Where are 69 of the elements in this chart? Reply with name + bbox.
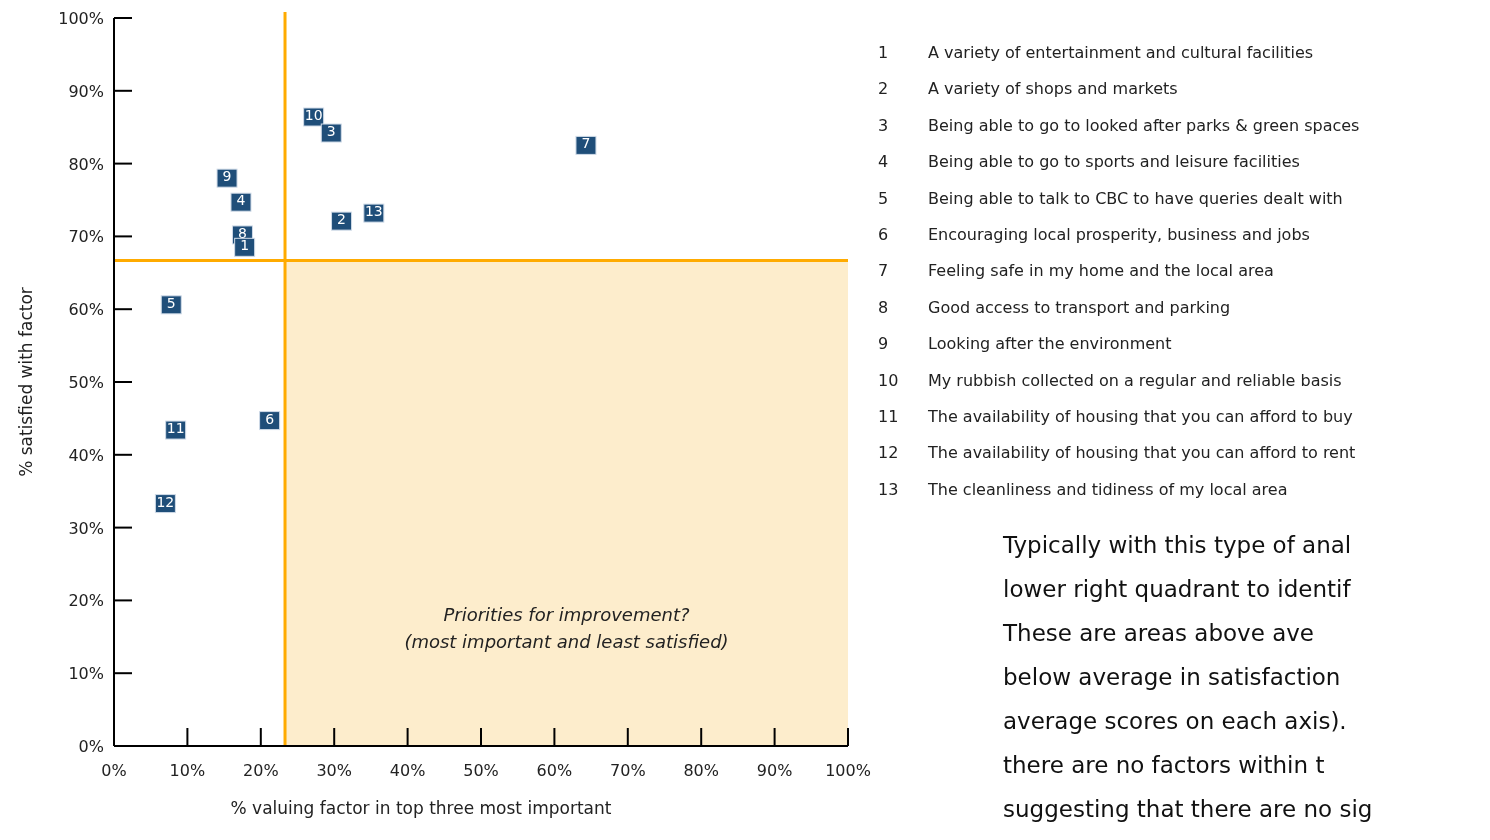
text: 10 [878,370,899,390]
text: average scores on each axis). [1003,708,1347,734]
x-tick-label: 80% [683,761,719,780]
series-label: 9 [222,168,232,185]
y-tick-label: 40% [68,445,104,465]
series-label: 3 [326,123,336,140]
text: The cleanliness and tidiness of my local area [927,479,1288,499]
text: 11 [878,407,899,426]
series-label: 6 [265,410,275,427]
text: Looking after the environment [928,334,1172,354]
x-tick-label: 60% [536,761,573,780]
text: there are no factors within t [1003,752,1325,778]
text: 13 [878,479,899,499]
y-tick-label: 20% [68,591,104,611]
y-tick-label: 100% [58,9,104,28]
text: 2 [878,79,889,99]
y-tick-label: 0% [78,737,104,756]
x-tick-label: 100% [825,761,871,780]
y-tick-label: 10% [68,664,104,684]
series-label: 11 [166,420,185,437]
x-tick-label: 40% [389,761,426,780]
text: The availability of housing that you can afford to buy [927,407,1353,426]
band-label: Priorities for improvement? (most important and least satisfied) [404,604,729,652]
series-label: 2 [337,211,346,228]
x-tick-label: 10% [169,761,206,780]
text: Encouraging local prosperity, business and jobs [928,225,1310,244]
x-axis-title: % valuing factor in top three most important [230,798,612,818]
y-tick-label: 70% [68,227,104,247]
text: 1 [878,43,889,62]
series-label: 13 [364,203,383,220]
text: 7 [878,261,889,281]
series-label: 10 [304,107,323,124]
text: 12 [878,443,899,463]
text: A variety of entertainment and cultural facilities [928,43,1314,62]
text: The availability of housing that you can afford to rent [927,443,1356,463]
text: Good access to transport and parking [928,297,1231,317]
text: below average in satisfaction [1003,664,1341,690]
text: A variety of shops and markets [928,79,1178,99]
text: 5 [878,188,889,208]
text: 6 [878,225,889,244]
text: 4 [878,152,889,172]
text: Being able to go to looked after parks & green spaces [928,115,1360,135]
series-label: 7 [581,135,591,152]
series-label: 4 [236,192,246,209]
x-tick-label: 70% [610,761,646,780]
text: Being able to go to sports and leisure facilities [928,152,1300,172]
y-tick-label: 30% [68,518,104,538]
x-tick-label: 90% [756,761,793,780]
text: suggesting that there are no sig [1003,796,1373,822]
x-tick-label: 20% [243,761,279,780]
series-label: 12 [156,493,175,510]
text: Typically with this type of anal [1002,532,1352,558]
y-tick-label: 90% [68,81,104,101]
text: My rubbish collected on a regular and reliable basis [928,370,1342,390]
y-tick-label: 80% [68,154,104,174]
text: Being able to talk to CBC to have queries dealt with [928,188,1343,208]
y-axis-title: % satisfied with factor [16,287,36,477]
series-label: 5 [166,294,176,311]
x-tick-label: 30% [316,761,352,780]
x-tick-label: 50% [463,761,499,780]
text: These are areas above ave [1002,620,1315,646]
text: Feeling safe in my home and the local area [928,261,1274,281]
text: lower right quadrant to identif [1003,576,1352,602]
text: 8 [878,297,889,317]
text: 9 [878,334,889,354]
text: 3 [878,115,889,135]
y-tick-label: 60% [68,300,104,320]
y-tick-label: 50% [68,373,104,392]
x-tick-label: 0% [101,761,127,780]
